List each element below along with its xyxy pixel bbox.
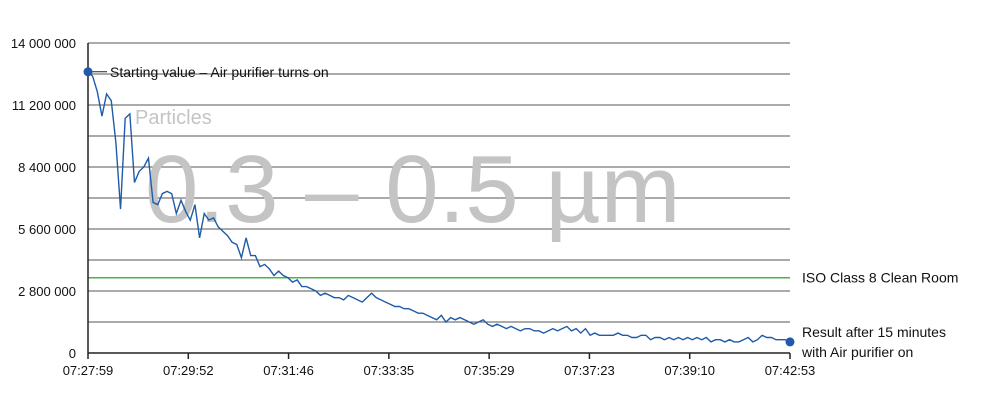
x-tick-label: 07:42:53 [765,363,816,378]
watermark: Particles 0.3 – 0.5 µm [135,107,681,243]
x-tick-label: 07:39:10 [664,363,715,378]
x-tick-label: 07:29:52 [163,363,214,378]
start-point-marker [83,67,93,77]
y-tick-label: 2 800 000 [18,284,76,299]
x-tick-label: 07:27:59 [63,363,114,378]
y-tick-label: 8 400 000 [18,160,76,175]
reference-line-group: ISO Class 8 Clean Room [88,270,958,286]
end-annotation-line-2: with Air purifier on [801,344,913,360]
end-annotation-line-1: Result after 15 minutes [802,324,946,340]
watermark-range: 0.3 – 0.5 µm [145,136,681,243]
x-tick-label: 07:33:35 [364,363,415,378]
grid-lines [88,42,790,323]
annotations: Starting value – Air purifier turns on R… [83,64,946,360]
y-tick-labels: 0 2 800 000 5 600 000 8 400 000 11 200 000 14… [11,36,76,361]
axes [87,43,791,359]
y-tick-label: 5 600 000 [18,222,76,237]
end-point-marker [785,337,795,347]
x-tick-label: 07:31:46 [263,363,314,378]
x-tick-label: 07:37:23 [564,363,615,378]
series-line [87,71,791,343]
start-annotation: Starting value – Air purifier turns on [110,64,329,80]
x-tick-labels: 07:27:59 07:29:52 07:31:46 07:33:35 07:35:29… [63,363,816,378]
y-tick-label: 0 [69,346,76,361]
y-tick-label: 14 000 000 [11,36,76,51]
reference-line-label: ISO Class 8 Clean Room [802,270,958,286]
y-tick-label: 11 200 000 [12,98,76,113]
watermark-label: Particles [135,107,212,129]
x-tick-label: 07:35:29 [464,363,515,378]
